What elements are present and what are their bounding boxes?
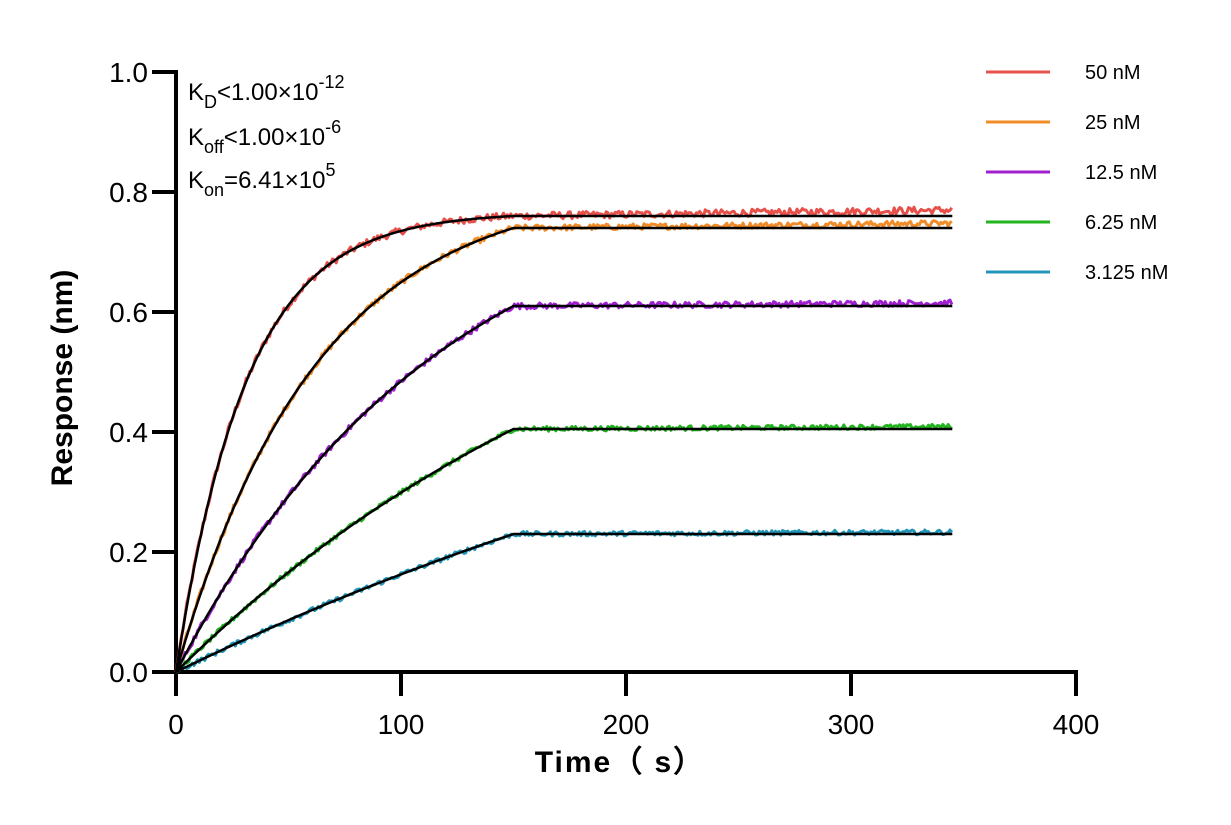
y-tick-label: 0.0 [109, 657, 148, 688]
data-series-line [174, 219, 953, 673]
y-tick-label: 0.2 [109, 537, 148, 568]
data-series-line [175, 528, 953, 674]
fit-series-group [174, 214, 953, 674]
fit-curve-line [175, 427, 953, 673]
legend-label: 3.125 nM [1085, 262, 1168, 284]
koff-annotation: Koff<1.00×10-6 [188, 117, 341, 157]
legend: 50 nM 25 nM 12.5 nM 6.25 nM 3.125 nM [986, 62, 1168, 284]
x-ticks: 0 100 200 300 400 [168, 672, 1099, 740]
y-tick-label: 0.4 [109, 417, 148, 448]
legend-label: 50 nM [1085, 62, 1141, 84]
kd-annotation: KD<1.00×10-12 [188, 72, 344, 112]
fit-curve-line [174, 214, 953, 673]
fit-curve-line [175, 532, 953, 674]
legend-label: 25 nM [1085, 112, 1141, 134]
kinetics-annotations: KD<1.00×10-12 Koff<1.00×10-6 Kon=6.41×10… [188, 72, 344, 200]
x-tick-label: 0 [168, 709, 184, 740]
y-tick-label: 0.6 [109, 297, 148, 328]
x-tick-label: 100 [378, 709, 425, 740]
y-tick-label: 0.8 [109, 177, 148, 208]
y-tick-label: 1.0 [109, 57, 148, 88]
fit-curve-line [174, 226, 953, 673]
x-tick-label: 400 [1053, 709, 1100, 740]
fit-curve-line [174, 304, 953, 673]
y-ticks: 0.0 0.2 0.4 0.6 0.8 1.0 [109, 57, 176, 688]
legend-label: 6.25 nM [1085, 212, 1157, 234]
data-series-line [174, 422, 953, 674]
y-axis-title: Response (nm) [46, 270, 79, 487]
data-series-line [174, 205, 953, 673]
data-series-group [174, 205, 954, 674]
kon-annotation: Kon=6.41×105 [188, 160, 336, 200]
legend-label: 12.5 nM [1085, 162, 1157, 184]
data-series-line [174, 298, 954, 673]
x-axis-title: Time（ s） [535, 745, 706, 779]
axes: 0.0 0.2 0.4 0.6 0.8 1.0 0 100 200 300 400 [109, 57, 1099, 740]
x-tick-label: 300 [828, 709, 875, 740]
x-tick-label: 200 [603, 709, 650, 740]
